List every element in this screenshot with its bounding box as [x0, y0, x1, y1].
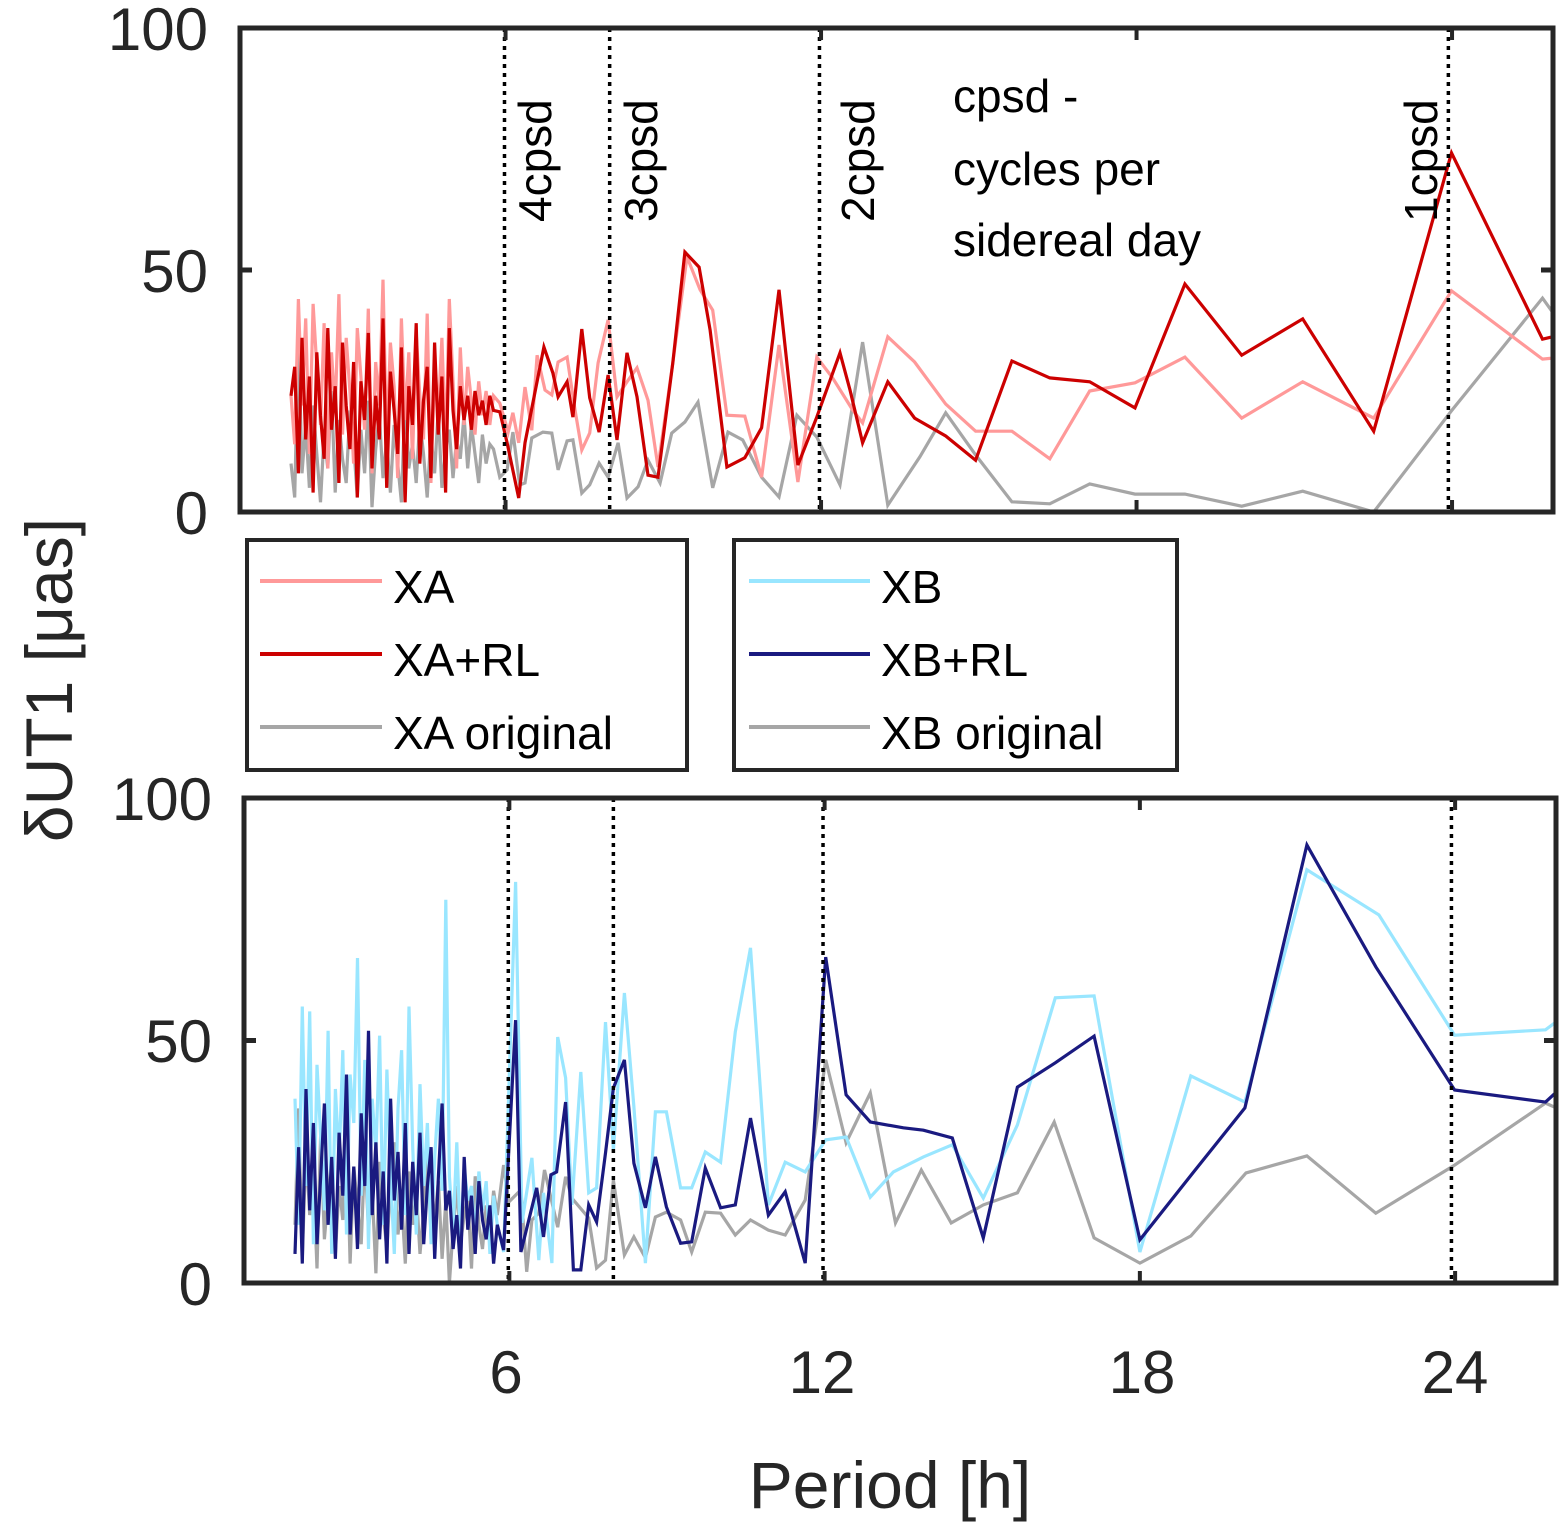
vline-label-1cpsd: 1cpsd — [1395, 99, 1447, 222]
top-panel: 100 50 0 4cpsd 3cpsd 2cpsd 1cpsd cpsd - … — [108, 0, 1556, 547]
bottom-ticks — [244, 795, 1556, 1286]
legend-xa: XA XA+RL XA original — [245, 538, 689, 772]
bottom-series-xb-original — [293, 1059, 1556, 1283]
bottom-panel: 100 50 0 6 12 18 24 — [112, 766, 1559, 1406]
bottom-series-xb — [293, 867, 1556, 1264]
legend-label-xa-original: XA original — [393, 707, 613, 759]
bottom-ytick-label-0: 0 — [179, 1251, 212, 1318]
legend-label-xa-rl: XA+RL — [393, 634, 540, 686]
y-axis-label: δUT1 [μas] — [12, 518, 86, 842]
legend-label-xb: XB — [881, 561, 942, 613]
top-series-group — [289, 148, 1553, 512]
legend-label-xb-original: XB original — [881, 707, 1103, 759]
xtick-label-12: 12 — [789, 1339, 856, 1406]
annotation-line-2: cycles per — [953, 143, 1160, 195]
top-ticks — [240, 25, 1553, 515]
vline-label-4cpsd: 4cpsd — [509, 99, 561, 222]
top-ytick-label-0: 0 — [175, 480, 208, 547]
annotation-line-3: sidereal day — [953, 214, 1201, 266]
x-axis-label: Period [h] — [749, 1448, 1032, 1522]
annotation-line-1: cpsd - — [953, 70, 1078, 122]
xtick-label-6: 6 — [489, 1339, 522, 1406]
legend-label-xa: XA — [393, 561, 455, 613]
xtick-label-24: 24 — [1422, 1339, 1489, 1406]
bottom-ytick-label-50: 50 — [145, 1008, 212, 1075]
vline-label-2cpsd: 2cpsd — [832, 99, 884, 222]
bottom-series-group — [293, 840, 1556, 1283]
bottom-ytick-label-100: 100 — [112, 766, 212, 833]
vline-label-3cpsd: 3cpsd — [615, 99, 667, 222]
legend-xb: XB XB+RL XB original — [732, 538, 1179, 772]
top-series-xa-rl — [289, 148, 1553, 503]
top-ytick-label-50: 50 — [141, 238, 208, 305]
bottom-series-xb-rl — [293, 840, 1556, 1272]
legend-label-xb-rl: XB+RL — [881, 634, 1028, 686]
top-ytick-label-100: 100 — [108, 0, 208, 63]
xtick-label-18: 18 — [1109, 1339, 1176, 1406]
